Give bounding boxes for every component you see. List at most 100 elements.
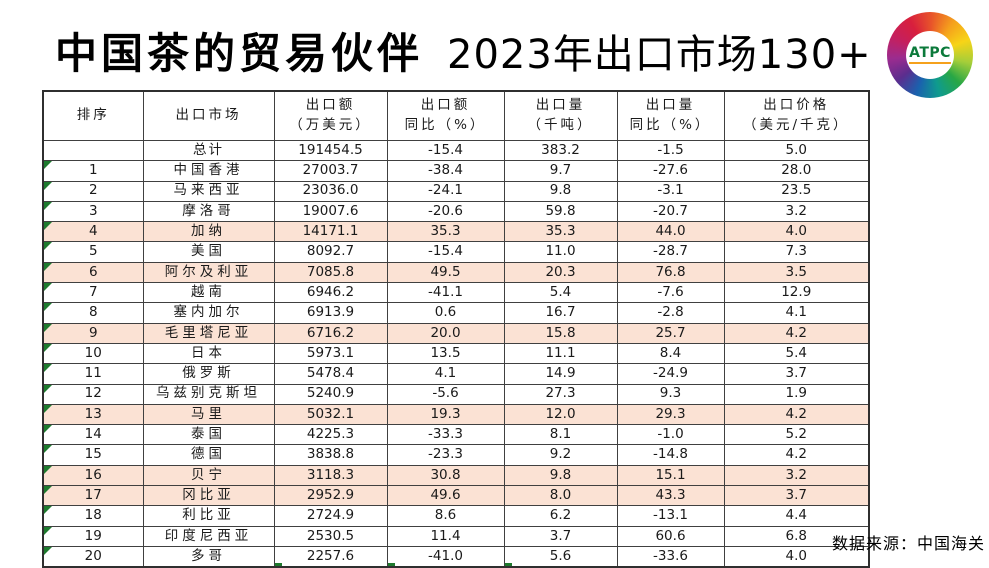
cell-market: 加纳 xyxy=(142,221,275,243)
cell-value-yoy: -15.4 xyxy=(386,139,505,162)
cell-export-value: 8092.7 xyxy=(273,241,388,263)
cell-rank: 13 xyxy=(42,403,144,426)
cell-volume-yoy: 44.0 xyxy=(616,221,725,243)
cell-rank: 12 xyxy=(42,383,144,405)
cell-rank xyxy=(42,139,144,162)
cell-price: 28.0 xyxy=(723,160,870,182)
cell-export-volume: 3.7 xyxy=(503,525,618,547)
cell-note-marker-icon xyxy=(44,547,52,555)
slide-title: 中国茶的贸易伙伴 2023年出口市场130+ xyxy=(55,20,872,81)
cell-rank: 10 xyxy=(42,342,144,365)
cell-value-yoy: -33.3 xyxy=(386,424,505,446)
cell-volume-yoy: 9.3 xyxy=(616,383,725,405)
cell-price: 4.2 xyxy=(723,444,870,466)
logo-center: ATPC xyxy=(906,31,954,79)
col-header-rank: 排序 xyxy=(42,90,144,141)
cell-export-volume: 9.8 xyxy=(503,180,618,202)
table-row: 1 中国香港 27003.7 -38.4 9.7 -27.6 28.0 xyxy=(42,160,870,182)
cell-export-value: 19007.6 xyxy=(273,200,388,223)
col-header-value-yoy: 出口额 同比（%） xyxy=(386,90,505,141)
cell-market: 泰国 xyxy=(142,424,275,446)
table-row: 7 越南 6946.2 -41.1 5.4 -7.6 12.9 xyxy=(42,282,870,304)
cell-export-volume: 20.3 xyxy=(503,261,618,284)
trade-table: 排序 出口市场 出口额 （万美元） 出口额 同比（%） 出口量 （千吨） 出口量 同比（… xyxy=(42,90,870,568)
cell-export-volume: 14.9 xyxy=(503,363,618,385)
cell-value-yoy: -20.6 xyxy=(386,200,505,223)
cell-export-volume: 9.7 xyxy=(503,160,618,182)
cell-rank: 14 xyxy=(42,424,144,446)
cell-price: 4.2 xyxy=(723,403,870,426)
cell-value-yoy: 30.8 xyxy=(386,464,505,487)
table-header-row: 排序 出口市场 出口额 （万美元） 出口额 同比（%） 出口量 （千吨） 出口量 同比（… xyxy=(42,90,870,141)
cell-note-marker-icon xyxy=(44,222,52,231)
cell-value-yoy: -23.3 xyxy=(386,444,505,466)
cell-volume-yoy: -20.7 xyxy=(616,200,725,223)
col-header-export-volume: 出口量 （千吨） xyxy=(503,90,618,141)
cell-market: 马里 xyxy=(142,403,275,426)
cell-export-value: 2257.6 xyxy=(273,545,388,568)
cell-rank: 3 xyxy=(42,200,144,223)
cell-market: 中国香港 xyxy=(142,160,275,182)
cell-rank: 18 xyxy=(42,505,144,527)
cell-rank: 16 xyxy=(42,464,144,487)
cell-price: 12.9 xyxy=(723,282,870,304)
cell-export-value: 5240.9 xyxy=(273,383,388,405)
cell-note-marker-icon xyxy=(44,425,52,434)
cell-value-yoy: -41.0 xyxy=(386,545,505,568)
cell-market: 冈比亚 xyxy=(142,485,275,507)
table-body: 总计 191454.5 -15.4 383.2 -1.5 5.0 1 中国香港 27003.7-… xyxy=(42,139,870,568)
table-row-total: 总计 191454.5 -15.4 383.2 -1.5 5.0 xyxy=(42,139,870,162)
cell-note-marker-icon xyxy=(44,182,52,190)
cell-volume-yoy: -28.7 xyxy=(616,241,725,263)
cell-export-value: 2530.5 xyxy=(273,525,388,547)
atpc-logo: ATPC xyxy=(887,12,973,98)
cell-value-yoy: 4.1 xyxy=(386,363,505,385)
cell-market: 摩洛哥 xyxy=(142,200,275,223)
table-row: 18 利比亚 2724.9 8.6 6.2 -13.1 4.4 xyxy=(42,505,870,527)
cell-export-volume: 6.2 xyxy=(503,505,618,527)
cell-note-marker-icon xyxy=(44,445,52,454)
cell-export-volume: 9.8 xyxy=(503,464,618,487)
cell-market: 阿尔及利亚 xyxy=(142,261,275,284)
cell-value-yoy: 49.5 xyxy=(386,261,505,284)
cell-note-marker-icon xyxy=(44,324,52,332)
cell-value-yoy: 35.3 xyxy=(386,221,505,243)
cell-price: 3.5 xyxy=(723,261,870,284)
cell-export-value: 6913.9 xyxy=(273,302,388,324)
source-note: 数据来源：中国海关 xyxy=(831,534,985,553)
cell-volume-yoy: 29.3 xyxy=(616,403,725,426)
cell-market: 德国 xyxy=(142,444,275,466)
cell-note-marker-icon xyxy=(44,283,52,292)
cell-export-volume: 15.8 xyxy=(503,322,618,344)
table-row: 10 日本 5973.1 13.5 11.1 8.4 5.4 xyxy=(42,342,870,365)
cell-export-value: 7085.8 xyxy=(273,261,388,284)
cell-note-marker-icon xyxy=(44,466,52,474)
table-row: 11 俄罗斯 5478.4 4.1 14.9 -24.9 3.7 xyxy=(42,363,870,385)
cell-export-value: 2952.9 xyxy=(273,485,388,507)
cell-rank: 15 xyxy=(42,444,144,466)
cell-price: 1.9 xyxy=(723,383,870,405)
cell-rank: 17 xyxy=(42,485,144,507)
table-row: 4 加纳 14171.1 35.3 35.3 44.0 4.0 xyxy=(42,221,870,243)
cell-value-yoy: 8.6 xyxy=(386,505,505,527)
cell-volume-yoy: 43.3 xyxy=(616,485,725,507)
cell-export-value: 6946.2 xyxy=(273,282,388,304)
cell-rank: 2 xyxy=(42,180,144,202)
col-header-volume-yoy: 出口量 同比（%） xyxy=(616,90,725,141)
col-header-price: 出口价格 （美元/千克） xyxy=(723,90,870,141)
cell-volume-yoy: 76.8 xyxy=(616,261,725,284)
cell-volume-yoy: -33.6 xyxy=(616,545,725,568)
cell-export-value: 27003.7 xyxy=(273,160,388,182)
cell-note-marker-icon xyxy=(44,202,52,210)
cell-export-volume: 35.3 xyxy=(503,221,618,243)
cell-price: 3.2 xyxy=(723,464,870,487)
cell-note-marker-icon xyxy=(44,385,52,393)
cell-value-yoy: 20.0 xyxy=(386,322,505,344)
cell-price: 4.2 xyxy=(723,322,870,344)
cell-market: 毛里塔尼亚 xyxy=(142,322,275,344)
cell-value-yoy: 0.6 xyxy=(386,302,505,324)
cell-note-marker-icon xyxy=(44,527,52,535)
cell-volume-yoy: -2.8 xyxy=(616,302,725,324)
cell-note-marker-icon xyxy=(44,161,52,170)
cell-price: 5.4 xyxy=(723,342,870,365)
